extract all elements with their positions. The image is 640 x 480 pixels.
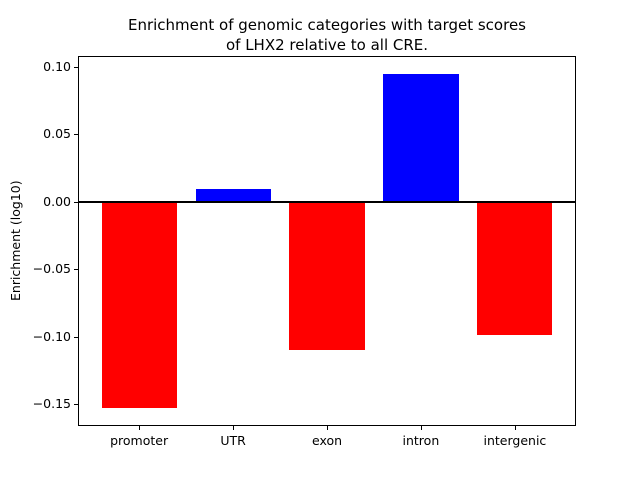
y-tick-label-−0.10: −0.10 [32,328,71,344]
zero-line [79,200,575,203]
x-tick-label-intergenic: intergenic [483,433,547,448]
y-tick-mark [74,269,79,270]
x-tick-label-promoter: promoter [110,433,169,448]
bar-UTR [195,189,271,202]
y-tick-mark [74,67,79,68]
x-tick-label-exon: exon [311,433,343,448]
y-tick-mark [74,202,79,203]
y-tick-label-0.00: 0.00 [43,193,71,209]
y-tick-label-−0.05: −0.05 [32,261,71,277]
y-tick-mark [74,337,79,338]
bar-exon [289,201,365,351]
x-tick-mark [515,426,516,430]
y-tick-label-0.05: 0.05 [43,126,71,142]
x-tick-label-UTR: UTR [220,433,246,448]
x-tick-mark [421,426,422,430]
bar-intergenic [477,201,553,336]
chart-title: Enrichment of genomic categories with ta… [127,16,526,54]
plot-area [79,57,575,425]
bar-intron [383,73,459,202]
y-tick-label-−0.15: −0.15 [32,396,71,412]
x-tick-label-intron: intron [402,433,440,448]
y-axis-label: Enrichment (log10) [8,180,23,302]
bar-promoter [101,201,177,409]
x-tick-mark [139,426,140,430]
y-tick-label-0.10: 0.10 [43,59,71,74]
x-tick-mark [233,426,234,430]
x-tick-mark [327,426,328,430]
y-tick-mark [74,134,79,135]
y-tick-mark [74,404,79,405]
